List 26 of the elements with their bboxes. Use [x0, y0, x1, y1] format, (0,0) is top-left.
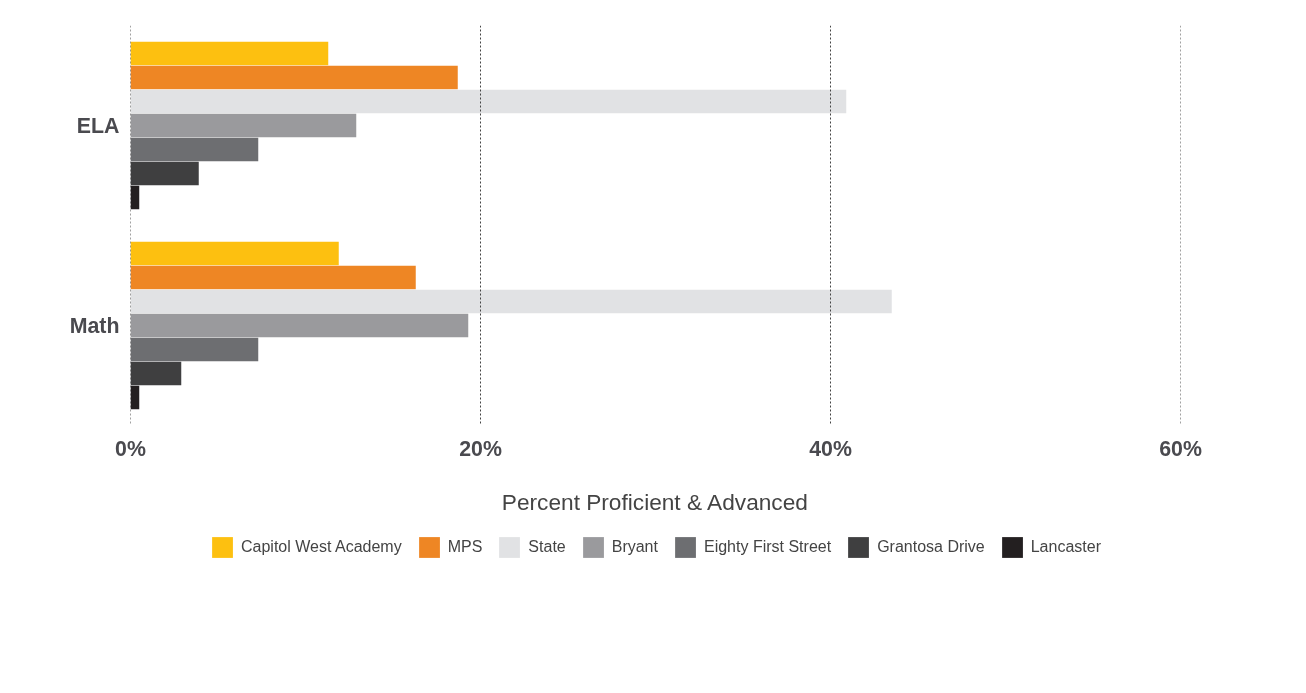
bar	[130, 265, 416, 290]
x-tick-label: 0%	[115, 436, 146, 461]
bar	[130, 113, 357, 138]
x-tick-label: 20%	[459, 436, 502, 461]
y-tick-label: Math	[69, 313, 120, 338]
legend-label: Lancaster	[1030, 538, 1101, 556]
bar	[130, 137, 259, 162]
bar	[130, 361, 182, 386]
bar	[130, 313, 469, 338]
legend-label: Grantosa Drive	[877, 538, 985, 556]
legend-label: Eighty First Street	[703, 538, 832, 556]
bar	[130, 65, 458, 90]
bar	[130, 289, 892, 314]
legend-label: Bryant	[611, 538, 658, 556]
bar	[130, 89, 847, 114]
y-tick-label: ELA	[76, 113, 120, 138]
bar	[130, 337, 259, 362]
bar	[130, 41, 329, 66]
bar	[130, 241, 339, 266]
x-tick-label: 40%	[809, 436, 852, 461]
legend-label: State	[528, 538, 566, 556]
bar	[130, 161, 199, 186]
x-axis-title: Percent Proficient & Advanced	[501, 488, 808, 515]
legend-label: Capitol West Academy	[241, 538, 402, 556]
legend-label: MPS	[447, 538, 483, 556]
x-tick-label: 60%	[1159, 436, 1202, 461]
